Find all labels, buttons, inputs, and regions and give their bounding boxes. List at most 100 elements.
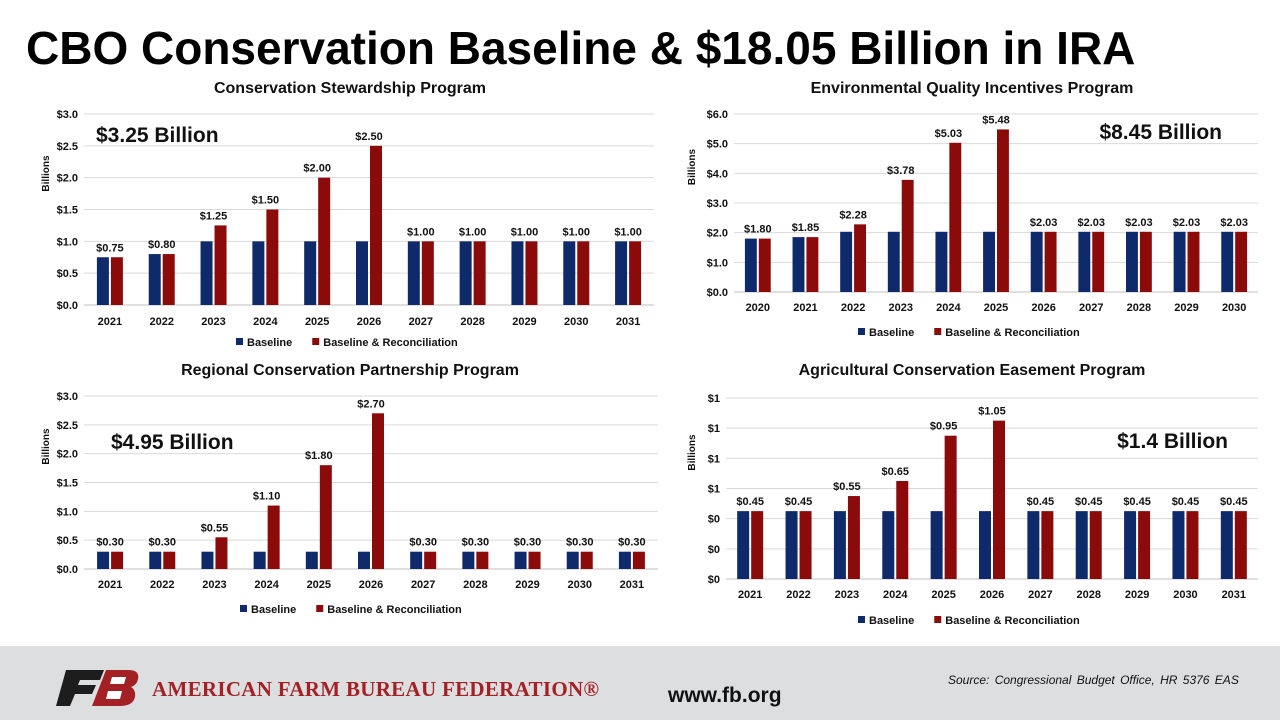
website-link[interactable]: www.fb.org: [668, 684, 782, 707]
data-label: $0.45: [785, 496, 813, 508]
data-label: $0.30: [566, 537, 594, 549]
y-tick-label: $1.0: [707, 257, 728, 269]
x-tick-label: 2031: [616, 316, 640, 328]
data-label: $0.30: [409, 537, 437, 549]
legend-swatch: [934, 328, 942, 335]
x-tick-label: 2030: [1222, 302, 1246, 314]
y-tick-label: $5.0: [707, 139, 728, 151]
bar-baseline: [253, 551, 266, 569]
legend-label: Baseline & Reconciliation: [945, 327, 1080, 339]
bar-reconciliation: [901, 179, 914, 292]
bar-baseline: [1220, 511, 1233, 579]
bar-baseline: [983, 231, 995, 292]
data-label: $2.50: [355, 131, 383, 143]
data-label: $0.30: [462, 537, 490, 549]
bar-reconciliation: [806, 237, 819, 292]
x-tick-label: 2031: [620, 579, 644, 591]
x-tick-label: 2030: [564, 316, 588, 328]
legend-label: Baseline: [251, 604, 296, 616]
data-label: $2.03: [1125, 217, 1153, 229]
x-tick-label: 2024: [254, 579, 279, 591]
bar-reconciliation: [632, 551, 645, 569]
x-tick-label: 2028: [1076, 589, 1100, 601]
legend-label: Baseline & Reconciliation: [945, 615, 1080, 627]
data-label: $0.45: [1075, 496, 1103, 508]
x-tick-label: 2031: [1222, 589, 1246, 601]
bar-reconciliation: [629, 241, 642, 305]
legend-swatch: [934, 616, 942, 623]
x-tick-label: 2021: [793, 302, 817, 314]
chart-title: Conservation Stewardship Program: [214, 80, 486, 97]
chart-svg: Environmental Quality Incentives Program…: [687, 80, 1258, 339]
bar-baseline: [1075, 511, 1088, 579]
bar-baseline: [615, 241, 628, 305]
chart-title: Regional Conservation Partnership Progra…: [181, 362, 519, 379]
y-axis-label: Billions: [41, 155, 52, 192]
y-tick-label: $0.5: [57, 268, 78, 280]
bar-baseline: [149, 551, 162, 569]
x-tick-label: 2021: [98, 579, 122, 591]
bar-reconciliation: [162, 254, 175, 305]
x-tick-label: 2029: [512, 316, 536, 328]
bar-reconciliation: [847, 496, 860, 579]
x-tick-label: 2030: [1173, 589, 1197, 601]
bar-baseline: [410, 551, 423, 569]
bar-baseline: [785, 511, 798, 579]
bar-reconciliation: [1089, 511, 1102, 579]
data-label: $0.65: [882, 466, 910, 478]
source-note: Source: Congressional Budget Office, HR …: [948, 673, 1239, 687]
bar-reconciliation: [577, 241, 590, 305]
data-label: $2.00: [303, 163, 331, 175]
legend-swatch: [312, 338, 320, 345]
bar-baseline: [1221, 231, 1234, 292]
x-tick-label: 2023: [888, 302, 912, 314]
bar-baseline: [358, 551, 370, 569]
y-tick-label: $3.0: [707, 198, 728, 210]
bar-reconciliation: [1092, 231, 1105, 292]
y-tick-label: $6.0: [707, 109, 728, 121]
bar-baseline: [201, 551, 214, 569]
bar-baseline: [1124, 511, 1137, 579]
data-label: $0.55: [201, 522, 229, 534]
data-label: $0.30: [149, 537, 177, 549]
bar-reconciliation: [215, 537, 228, 569]
y-tick-label: $0: [708, 574, 720, 586]
x-tick-label: 2025: [931, 589, 955, 601]
chart-svg: Agricultural Conservation Easement Progr…: [687, 362, 1258, 627]
x-tick-label: 2026: [359, 579, 383, 591]
bar-reconciliation: [110, 257, 123, 305]
bar-reconciliation: [1044, 231, 1057, 292]
chart-title: Agricultural Conservation Easement Progr…: [799, 362, 1146, 379]
x-tick-label: 2028: [463, 579, 487, 591]
chart-svg: Regional Conservation Partnership Progra…: [41, 362, 658, 616]
y-tick-label: $1: [708, 393, 720, 405]
x-tick-label: 2022: [149, 316, 173, 328]
bar-baseline: [1030, 231, 1043, 292]
x-tick-label: 2021: [738, 589, 762, 601]
x-tick-label: 2025: [984, 302, 1008, 314]
bar-baseline: [737, 511, 750, 579]
bar-baseline: [792, 237, 805, 292]
y-tick-label: $0.0: [57, 300, 78, 312]
y-tick-label: $0: [708, 544, 720, 556]
data-label: $2.03: [1173, 217, 1201, 229]
data-label: $1.80: [305, 450, 333, 462]
data-label: $1.00: [407, 226, 435, 238]
legend-swatch: [240, 605, 247, 612]
y-tick-label: $3.0: [57, 109, 78, 121]
chart-title: Environmental Quality Incentives Program: [811, 80, 1134, 97]
bar-reconciliation: [949, 142, 962, 292]
bar-reconciliation: [993, 420, 1005, 579]
legend-swatch: [858, 616, 865, 623]
bar-reconciliation: [372, 413, 384, 569]
data-label: $1.00: [614, 226, 642, 238]
y-tick-label: $4.0: [707, 168, 728, 180]
chart-conservation-stewardship: Conservation Stewardship Program Billions…: [36, 76, 664, 354]
bar-baseline: [200, 241, 213, 305]
bar-baseline: [935, 231, 948, 292]
bar-reconciliation: [214, 225, 227, 305]
y-tick-label: $1: [708, 423, 720, 435]
legend-label: Baseline & Reconciliation: [323, 337, 458, 349]
bar-reconciliation: [1235, 231, 1248, 292]
chart-agricultural-conservation-easement: Agricultural Conservation Easement Progr…: [680, 358, 1264, 630]
